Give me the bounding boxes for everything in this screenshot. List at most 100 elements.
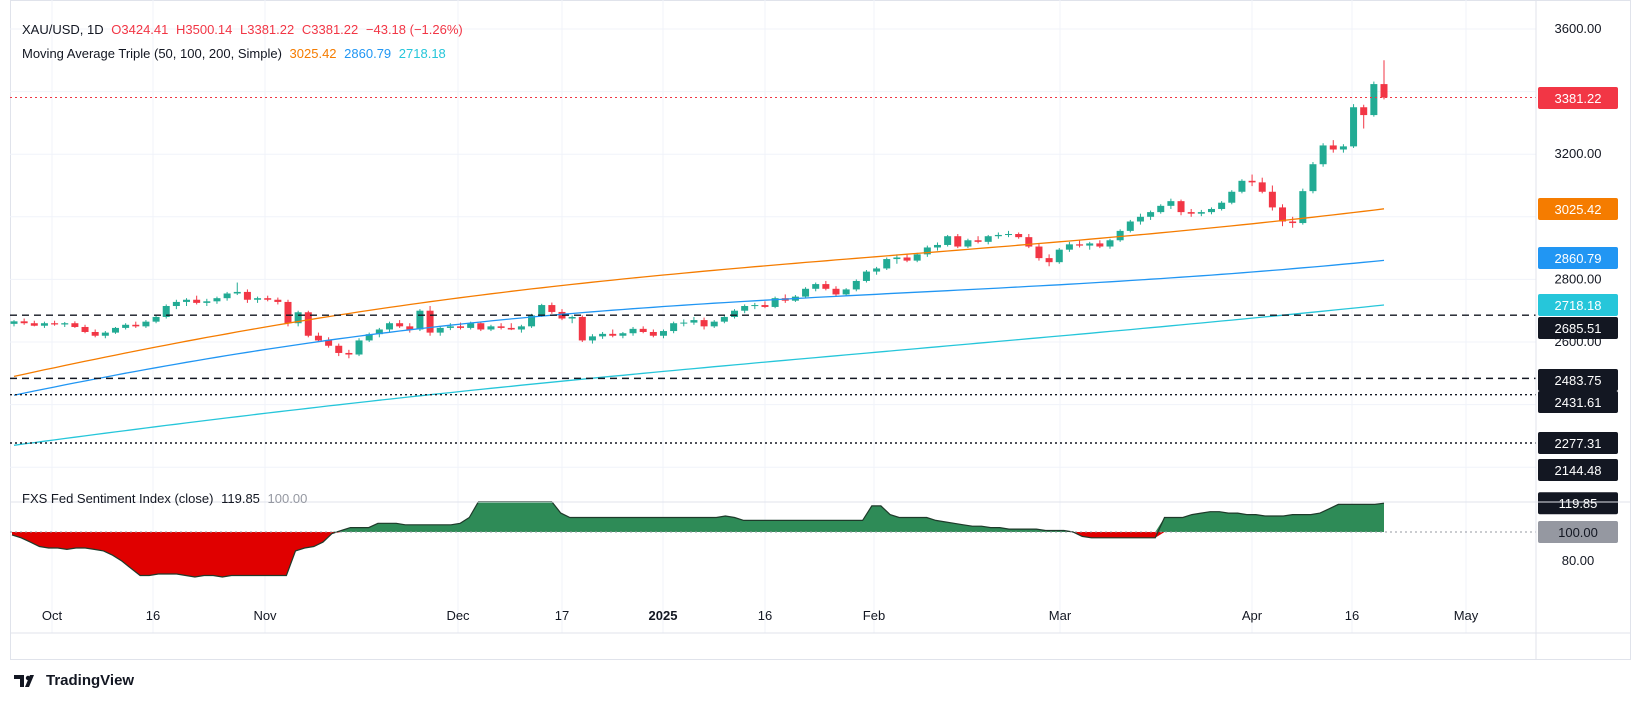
candle[interactable]: [588, 334, 596, 344]
candle[interactable]: [1106, 238, 1114, 249]
candle[interactable]: [1268, 185, 1276, 211]
candle[interactable]: [842, 288, 850, 296]
candle[interactable]: [1279, 204, 1287, 227]
candle[interactable]: [497, 323, 505, 330]
brand-footer[interactable]: TradingView: [14, 672, 134, 689]
candle[interactable]: [507, 323, 515, 331]
sentiment-baseline-badge[interactable]: 100.00: [1538, 521, 1618, 543]
candle[interactable]: [1329, 140, 1337, 153]
candle[interactable]: [1035, 243, 1043, 261]
candle[interactable]: [670, 321, 678, 334]
candle[interactable]: [385, 321, 393, 332]
candle[interactable]: [91, 329, 99, 338]
sentiment-line[interactable]: [11, 501, 1385, 578]
candle[interactable]: [517, 324, 525, 333]
candle[interactable]: [944, 234, 952, 247]
candle[interactable]: [720, 315, 728, 324]
candle[interactable]: [1380, 60, 1388, 100]
price-badge[interactable]: 2718.18: [1538, 294, 1618, 316]
price-badge[interactable]: 2860.79: [1538, 247, 1618, 269]
candle[interactable]: [1360, 104, 1368, 129]
price-badge[interactable]: 2483.75: [1538, 369, 1618, 391]
candle[interactable]: [284, 299, 292, 327]
candle[interactable]: [1177, 199, 1185, 216]
candle[interactable]: [903, 254, 911, 263]
candle[interactable]: [731, 309, 739, 319]
candle[interactable]: [1076, 240, 1084, 248]
candle[interactable]: [822, 280, 830, 291]
candle[interactable]: [396, 320, 404, 328]
candle[interactable]: [61, 321, 69, 327]
candle[interactable]: [335, 343, 343, 357]
candle[interactable]: [1339, 144, 1347, 153]
candle[interactable]: [568, 315, 576, 324]
candle[interactable]: [406, 323, 414, 333]
candle[interactable]: [254, 296, 262, 303]
candle[interactable]: [1015, 232, 1023, 239]
candle[interactable]: [243, 289, 251, 303]
candle[interactable]: [862, 270, 870, 283]
candle[interactable]: [325, 337, 333, 348]
candle[interactable]: [1319, 143, 1327, 167]
candle[interactable]: [1197, 209, 1205, 217]
symbol-label[interactable]: XAU/USD, 1D: [22, 22, 104, 37]
candle[interactable]: [832, 286, 840, 297]
candle[interactable]: [355, 338, 363, 357]
candle[interactable]: [1096, 240, 1104, 249]
ma50-line[interactable]: [13, 208, 1385, 378]
sentiment-pane[interactable]: 80.00 119.85 100.00: [10, 492, 1618, 578]
candle[interactable]: [548, 302, 556, 314]
candle[interactable]: [223, 291, 231, 301]
candle[interactable]: [1248, 174, 1256, 187]
candle[interactable]: [1136, 213, 1144, 225]
candle[interactable]: [446, 323, 454, 331]
candle[interactable]: [1207, 207, 1215, 215]
candle[interactable]: [213, 296, 221, 304]
candle[interactable]: [71, 321, 79, 328]
candle[interactable]: [1025, 234, 1033, 249]
candle[interactable]: [893, 254, 901, 264]
candle[interactable]: [1005, 230, 1013, 238]
candle[interactable]: [1370, 81, 1378, 117]
candle[interactable]: [1147, 210, 1155, 220]
candle[interactable]: [132, 321, 140, 328]
candle[interactable]: [20, 318, 28, 325]
price-badge[interactable]: 3381.22: [1538, 87, 1618, 109]
sentiment-last-badge[interactable]: 119.85: [1538, 492, 1618, 515]
price-badge[interactable]: 2685.51: [1538, 317, 1618, 339]
candle[interactable]: [1350, 104, 1358, 148]
candle[interactable]: [101, 331, 109, 339]
candle[interactable]: [913, 252, 921, 263]
candle[interactable]: [578, 315, 586, 342]
candle[interactable]: [994, 232, 1002, 239]
candle[interactable]: [152, 315, 160, 324]
ma100-line[interactable]: [13, 259, 1385, 396]
candle[interactable]: [436, 326, 444, 336]
candle[interactable]: [1116, 229, 1124, 242]
candle[interactable]: [771, 296, 779, 309]
candle[interactable]: [193, 295, 201, 305]
candle[interactable]: [294, 310, 302, 327]
candle[interactable]: [1126, 219, 1134, 233]
price-axis[interactable]: 3600.003200.002800.002600.003381.223025.…: [1538, 21, 1618, 481]
time-axis[interactable]: Oct 16 Nov Dec 17 2025 16 Feb Mar Apr 16 May: [42, 608, 1479, 623]
candle[interactable]: [162, 304, 170, 319]
candle[interactable]: [649, 329, 657, 338]
candle[interactable]: [741, 304, 749, 314]
candle[interactable]: [477, 321, 485, 332]
candle[interactable]: [639, 326, 647, 334]
candle[interactable]: [599, 331, 607, 339]
price-badge[interactable]: 2277.31: [1538, 432, 1618, 454]
candle[interactable]: [690, 316, 698, 325]
candle[interactable]: [172, 299, 180, 310]
candle[interactable]: [710, 320, 718, 328]
candle[interactable]: [528, 313, 536, 328]
candle[interactable]: [1228, 190, 1236, 205]
candle[interactable]: [852, 279, 860, 292]
candle[interactable]: [933, 242, 941, 251]
candle[interactable]: [964, 238, 972, 249]
candle[interactable]: [659, 329, 667, 339]
candle[interactable]: [183, 298, 191, 307]
candle[interactable]: [304, 310, 312, 338]
candle[interactable]: [984, 234, 992, 245]
